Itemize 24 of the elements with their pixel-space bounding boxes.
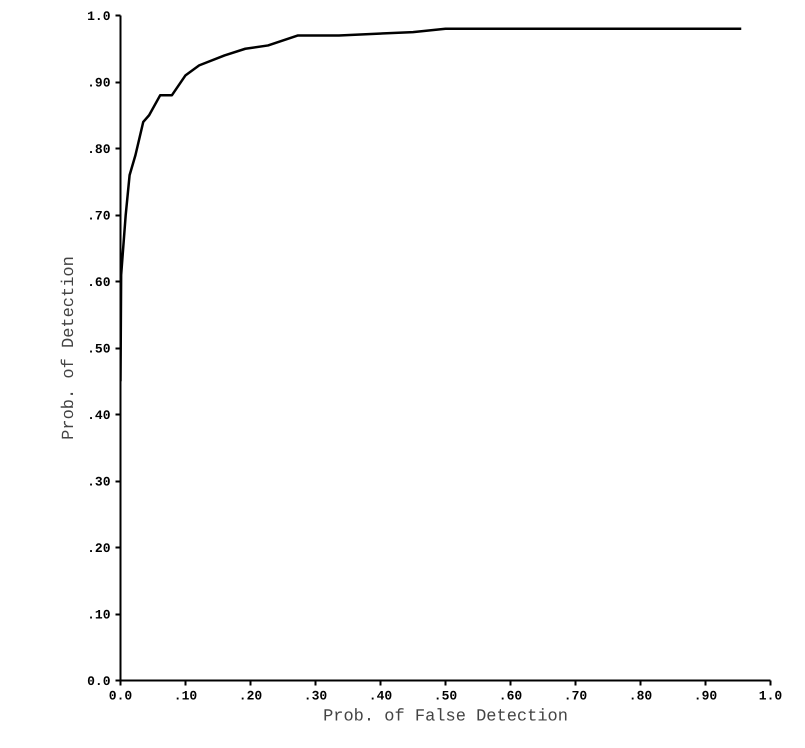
- y-tick-label: .80: [87, 142, 111, 157]
- y-tick-label: .70: [87, 208, 111, 224]
- y-axis-title: Prob. of Detection: [60, 256, 80, 440]
- x-tick-label: .90: [694, 688, 718, 704]
- y-tick-label: 0.0: [87, 674, 111, 689]
- y-tick-label: .40: [87, 408, 111, 423]
- y-tick-label: .20: [87, 541, 111, 556]
- x-tick-label: .30: [304, 688, 328, 704]
- y-tick-label: .30: [87, 474, 111, 490]
- y-tick-label: .50: [87, 342, 111, 356]
- x-axis-title: Prob. of False Detection: [323, 708, 568, 726]
- x-tick-label: .80: [628, 688, 652, 704]
- x-tick-label: .50: [434, 688, 458, 704]
- x-tick-label: .60: [498, 688, 522, 704]
- x-tick-label: 0.0: [108, 688, 132, 704]
- y-tick-label: .60: [87, 275, 111, 290]
- x-tick-label: .10: [174, 688, 198, 704]
- x-tick-label: 1.0: [758, 688, 782, 704]
- x-tick-label: .40: [368, 688, 392, 704]
- y-tick-label: 1.0: [87, 9, 111, 24]
- y-tick-label: .90: [87, 76, 111, 90]
- x-tick-label: .70: [564, 688, 588, 704]
- y-tick-label: .10: [87, 608, 111, 622]
- x-tick-label: .20: [238, 688, 262, 704]
